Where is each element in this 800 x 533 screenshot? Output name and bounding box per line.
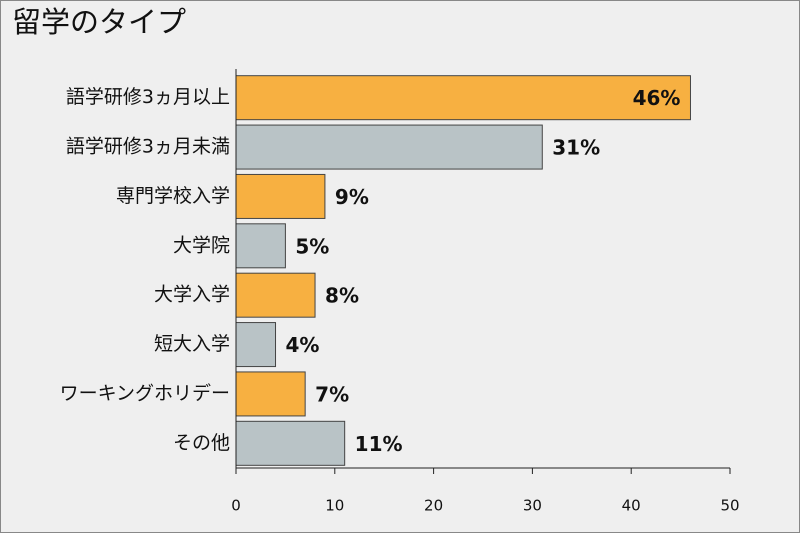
y-tick-label: その他 — [173, 432, 230, 454]
bar — [235, 420, 346, 466]
bar — [235, 322, 277, 368]
x-tick-label: 0 — [231, 497, 241, 515]
bar — [235, 272, 316, 318]
bar — [235, 75, 691, 121]
y-tick-label: ワーキングホリデー — [60, 382, 230, 404]
value-label: 8% — [325, 284, 359, 308]
x-tick-label: 40 — [622, 497, 641, 515]
x-tick-label: 50 — [720, 497, 739, 515]
y-tick-label: 語学研修3ヵ月以上 — [66, 86, 230, 108]
value-label: 9% — [335, 185, 369, 209]
value-label: 31% — [552, 136, 600, 160]
bar — [235, 223, 286, 269]
bar — [235, 124, 543, 170]
chart-title: 留学のタイプ — [12, 5, 186, 39]
bar — [235, 173, 326, 219]
bar — [235, 371, 306, 417]
value-label: 4% — [286, 333, 320, 357]
x-tick-label: 20 — [424, 497, 443, 515]
value-label: 7% — [315, 382, 349, 406]
y-tick-label: 専門学校入学 — [116, 185, 230, 207]
value-label: 5% — [295, 234, 329, 258]
x-tick-label: 30 — [523, 497, 542, 515]
y-tick-label: 短大入学 — [154, 333, 230, 355]
x-tick-label: 10 — [325, 497, 344, 515]
value-label: 46% — [633, 86, 681, 110]
y-tick-label: 大学入学 — [154, 284, 230, 306]
y-tick-label: 語学研修3ヵ月未満 — [66, 136, 230, 158]
y-tick-label: 大学院 — [173, 234, 230, 256]
value-label: 11% — [355, 432, 403, 456]
